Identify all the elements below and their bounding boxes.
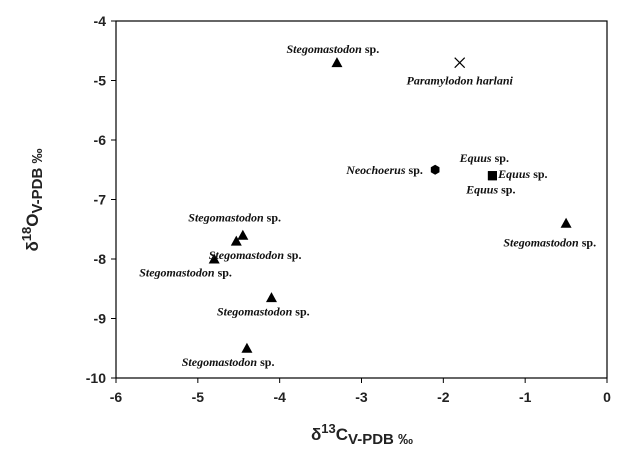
y-tick-label: -9 (94, 311, 107, 327)
y-tick-label: -7 (94, 192, 107, 208)
point-label: Stegomastodon sp. (287, 42, 380, 56)
point-label-genus: Equus (497, 167, 530, 181)
point-label-suffix: sp. (492, 151, 509, 165)
triangle-marker (237, 229, 249, 240)
x-axis-title-sup: 13 (321, 421, 335, 436)
y-axis-title: δ18OV-PDB ‰ (19, 148, 46, 251)
x-axis-title-sub: V-PDB ‰ (348, 431, 413, 448)
triangle-marker (208, 253, 220, 264)
y-axis: -10 -9 -8 -7 -6 -5 -4 (86, 13, 116, 386)
cross-marker (454, 57, 466, 69)
x-tick-label: -4 (273, 389, 286, 405)
point-label: Stegomastodon sp. (182, 355, 275, 369)
point-label-suffix: sp. (530, 167, 547, 181)
point-label-suffix: sp. (264, 210, 281, 224)
point-label-genus: Equus (459, 151, 492, 165)
point-label: Stegomastodon sp. (503, 235, 596, 249)
hexagon-marker (430, 164, 440, 175)
x-axis-title-main: C (336, 425, 348, 444)
point-label-genus: Stegomastodon (217, 304, 293, 318)
point-label-suffix: sp. (215, 266, 232, 280)
point-label-genus: Stegomastodon (209, 248, 285, 262)
y-axis-title-sup: 18 (19, 227, 34, 241)
point-label: Equus sp. (459, 151, 509, 165)
point-label-suffix: sp. (498, 182, 515, 196)
triangle-marker (560, 217, 572, 228)
triangle-marker (331, 57, 343, 68)
x-tick-label: -2 (437, 389, 450, 405)
point-label-genus: Stegomastodon (188, 210, 264, 224)
x-tick-label: 0 (603, 389, 611, 405)
y-tick-label: -6 (94, 132, 107, 148)
point-label-suffix: sp. (579, 235, 596, 249)
x-axis-title-delta: δ (311, 425, 321, 444)
point-label-genus: Stegomastodon (139, 266, 215, 280)
point-label: Equus sp. (465, 182, 515, 196)
x-tick-label: -1 (519, 389, 532, 405)
y-tick-label: -4 (94, 13, 107, 29)
y-axis-title-main: O (23, 214, 42, 227)
point-label-genus: Stegomastodon (182, 355, 258, 369)
triangle-marker (265, 292, 277, 303)
point-label-genus: Stegomastodon (503, 235, 579, 249)
point-label-suffix: sp. (406, 163, 423, 177)
x-axis-title: δ13CV-PDB ‰ (311, 421, 413, 448)
x-tick-label: -3 (355, 389, 368, 405)
point-label: Neochoerus sp. (345, 163, 423, 177)
point-label: Equus sp. (497, 167, 547, 181)
x-tick-label: -5 (192, 389, 205, 405)
square-marker (487, 171, 497, 181)
point-label: Paramylodon harlani (407, 74, 514, 88)
y-tick-label: -10 (86, 370, 106, 386)
point-label-suffix: sp. (284, 248, 301, 262)
point-label: Stegomastodon sp. (188, 210, 281, 224)
point-label-genus: Stegomastodon (287, 42, 363, 56)
point-labels: Stegomastodon sp. Paramylodon harlani Neoc… (139, 42, 596, 369)
point-label: Stegomastodon sp. (209, 248, 302, 262)
y-axis-title-delta: δ (23, 241, 42, 251)
point-label-suffix: sp. (257, 355, 274, 369)
y-axis-title-sub: V-PDB ‰ (29, 148, 46, 213)
point-label-genus: Equus (465, 182, 498, 196)
triangle-marker (241, 342, 253, 353)
triangle-marker (230, 235, 242, 246)
x-tick-label: -6 (110, 389, 123, 405)
point-label-suffix: sp. (292, 304, 309, 318)
point-label: Stegomastodon sp. (139, 266, 232, 280)
y-tick-label: -5 (94, 73, 107, 89)
plot-frame (115, 20, 608, 379)
point-label: Stegomastodon sp. (217, 304, 310, 318)
point-label-genus: Paramylodon harlani (407, 74, 514, 88)
x-axis: -6 -5 -4 -3 -2 -1 0 (110, 378, 611, 405)
y-tick-label: -8 (94, 251, 107, 267)
data-points (208, 57, 572, 353)
point-label-suffix: sp. (362, 42, 379, 56)
point-label-genus: Neochoerus (345, 163, 406, 177)
